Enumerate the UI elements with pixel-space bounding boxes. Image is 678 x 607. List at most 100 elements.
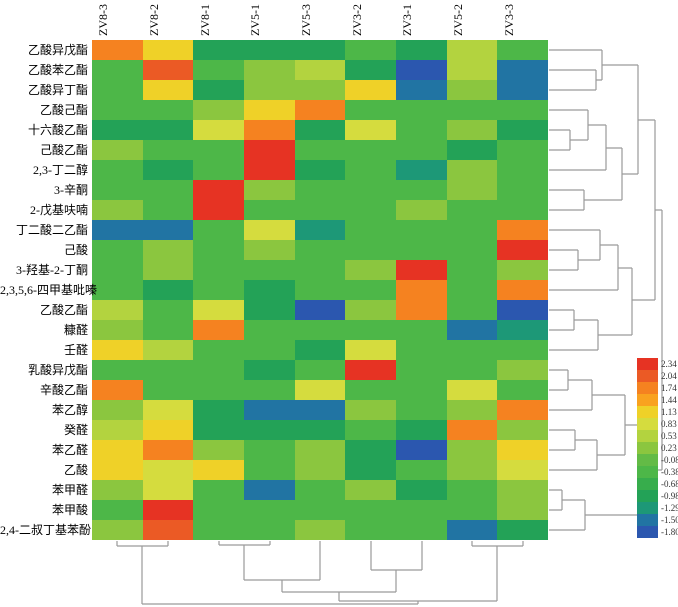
heatmap-cell [345,40,396,60]
heatmap-cell [244,280,295,300]
legend-swatch [637,526,658,538]
heatmap-cell [345,220,396,240]
heatmap-cell [497,460,548,480]
heatmap-cell [345,300,396,320]
heatmap-cell [193,380,244,400]
heatmap-cell [92,80,143,100]
heatmap-cell [446,480,498,500]
heatmap-cell [193,260,244,280]
heatmap-cell [193,420,244,440]
heatmap-cell [244,160,295,180]
heatmap-cell [446,100,498,120]
heatmap-cell [294,200,346,220]
heatmap-cell [446,320,498,340]
heatmap-cell [244,80,295,100]
heatmap-cell [345,260,396,280]
heatmap-cell [497,200,548,220]
heatmap-cell [345,200,396,220]
heatmap-cell [396,320,447,340]
heatmap-cell [294,480,346,500]
heatmap-cell [345,180,396,200]
heatmap-cell [396,220,447,240]
heatmap-cell [294,400,346,420]
heatmap-cell [92,500,143,520]
heatmap-cell [142,140,194,160]
legend-swatch [637,406,658,418]
heatmap-cell [446,360,498,380]
heatmap-cell [497,400,548,420]
heatmap-cell [446,300,498,320]
heatmap-cell [497,100,548,120]
heatmap-cell [142,340,194,360]
heatmap-cell [244,140,295,160]
heatmap-cell [193,80,244,100]
legend-value: 1.44 [661,395,677,405]
heatmap-cell [446,80,498,100]
legend-swatch [637,382,658,394]
row-label: 辛酸乙酯 [39,383,88,397]
heatmap-cell [446,180,498,200]
heatmap-cell [345,120,396,140]
heatmap-cell [345,160,396,180]
legend-swatch [637,466,658,478]
heatmap-cell [497,60,548,80]
row-label: 苯乙醛 [51,443,88,457]
heatmap-cell [142,420,194,440]
legend-value: -0.68 [661,479,678,489]
heatmap-cell [294,100,346,120]
heatmap-cell [446,440,498,460]
heatmap-cell [92,420,143,440]
column-label: ZV5-1 [248,4,263,36]
heatmap-cell [142,500,194,520]
heatmap-cell [244,200,295,220]
heatmap-cell [142,100,194,120]
heatmap-cell [142,260,194,280]
heatmap-cell [396,380,447,400]
heatmap-cell [294,420,346,440]
row-label: 3-辛酮 [54,183,88,197]
row-label: 糠醛 [63,323,88,337]
heatmap-cell [446,280,498,300]
heatmap-cell [244,460,295,480]
heatmap-cell [396,160,447,180]
heatmap-cell [497,340,548,360]
heatmap-cell [142,480,194,500]
heatmap-cell [294,320,346,340]
legend-value: 0.53 [661,431,677,441]
heatmap-grid [92,40,548,540]
row-label: 苯乙醇 [51,403,88,417]
heatmap-cell [244,440,295,460]
column-label: ZV5-3 [299,4,313,36]
heatmap-cell [294,500,346,520]
row-label: 2,3,5,6-四甲基吡嗪 [0,283,97,297]
heatmap-cell [142,360,194,380]
column-label: ZV3-1 [400,4,415,36]
heatmap-cell [497,440,548,460]
row-label: 乙酸异戊酯 [27,43,88,57]
heatmap-cell [497,360,548,380]
row-label: 乙酸 [63,463,88,477]
heatmap-cell [396,460,447,480]
heatmap-cell [244,260,295,280]
heatmap-cell [244,320,295,340]
heatmap-cell [244,180,295,200]
row-label: 乙酸异丁酯 [27,83,88,97]
heatmap-cell [446,420,498,440]
heatmap-cell [193,520,244,540]
heatmap-cell [244,60,295,80]
heatmap-cell [142,220,194,240]
heatmap-cell [396,120,447,140]
heatmap-cell [193,440,244,460]
heatmap-cell [294,120,346,140]
heatmap-cell [193,160,244,180]
heatmap-cell [396,140,447,160]
heatmap-cell [193,40,244,60]
heatmap-cell [92,120,143,140]
column-label: ZV8-1 [197,4,212,36]
heatmap-cell [497,80,548,100]
legend-swatch [637,418,658,430]
heatmap-cell [92,480,143,500]
heatmap-cell [193,220,244,240]
heatmap-cell [446,520,498,540]
